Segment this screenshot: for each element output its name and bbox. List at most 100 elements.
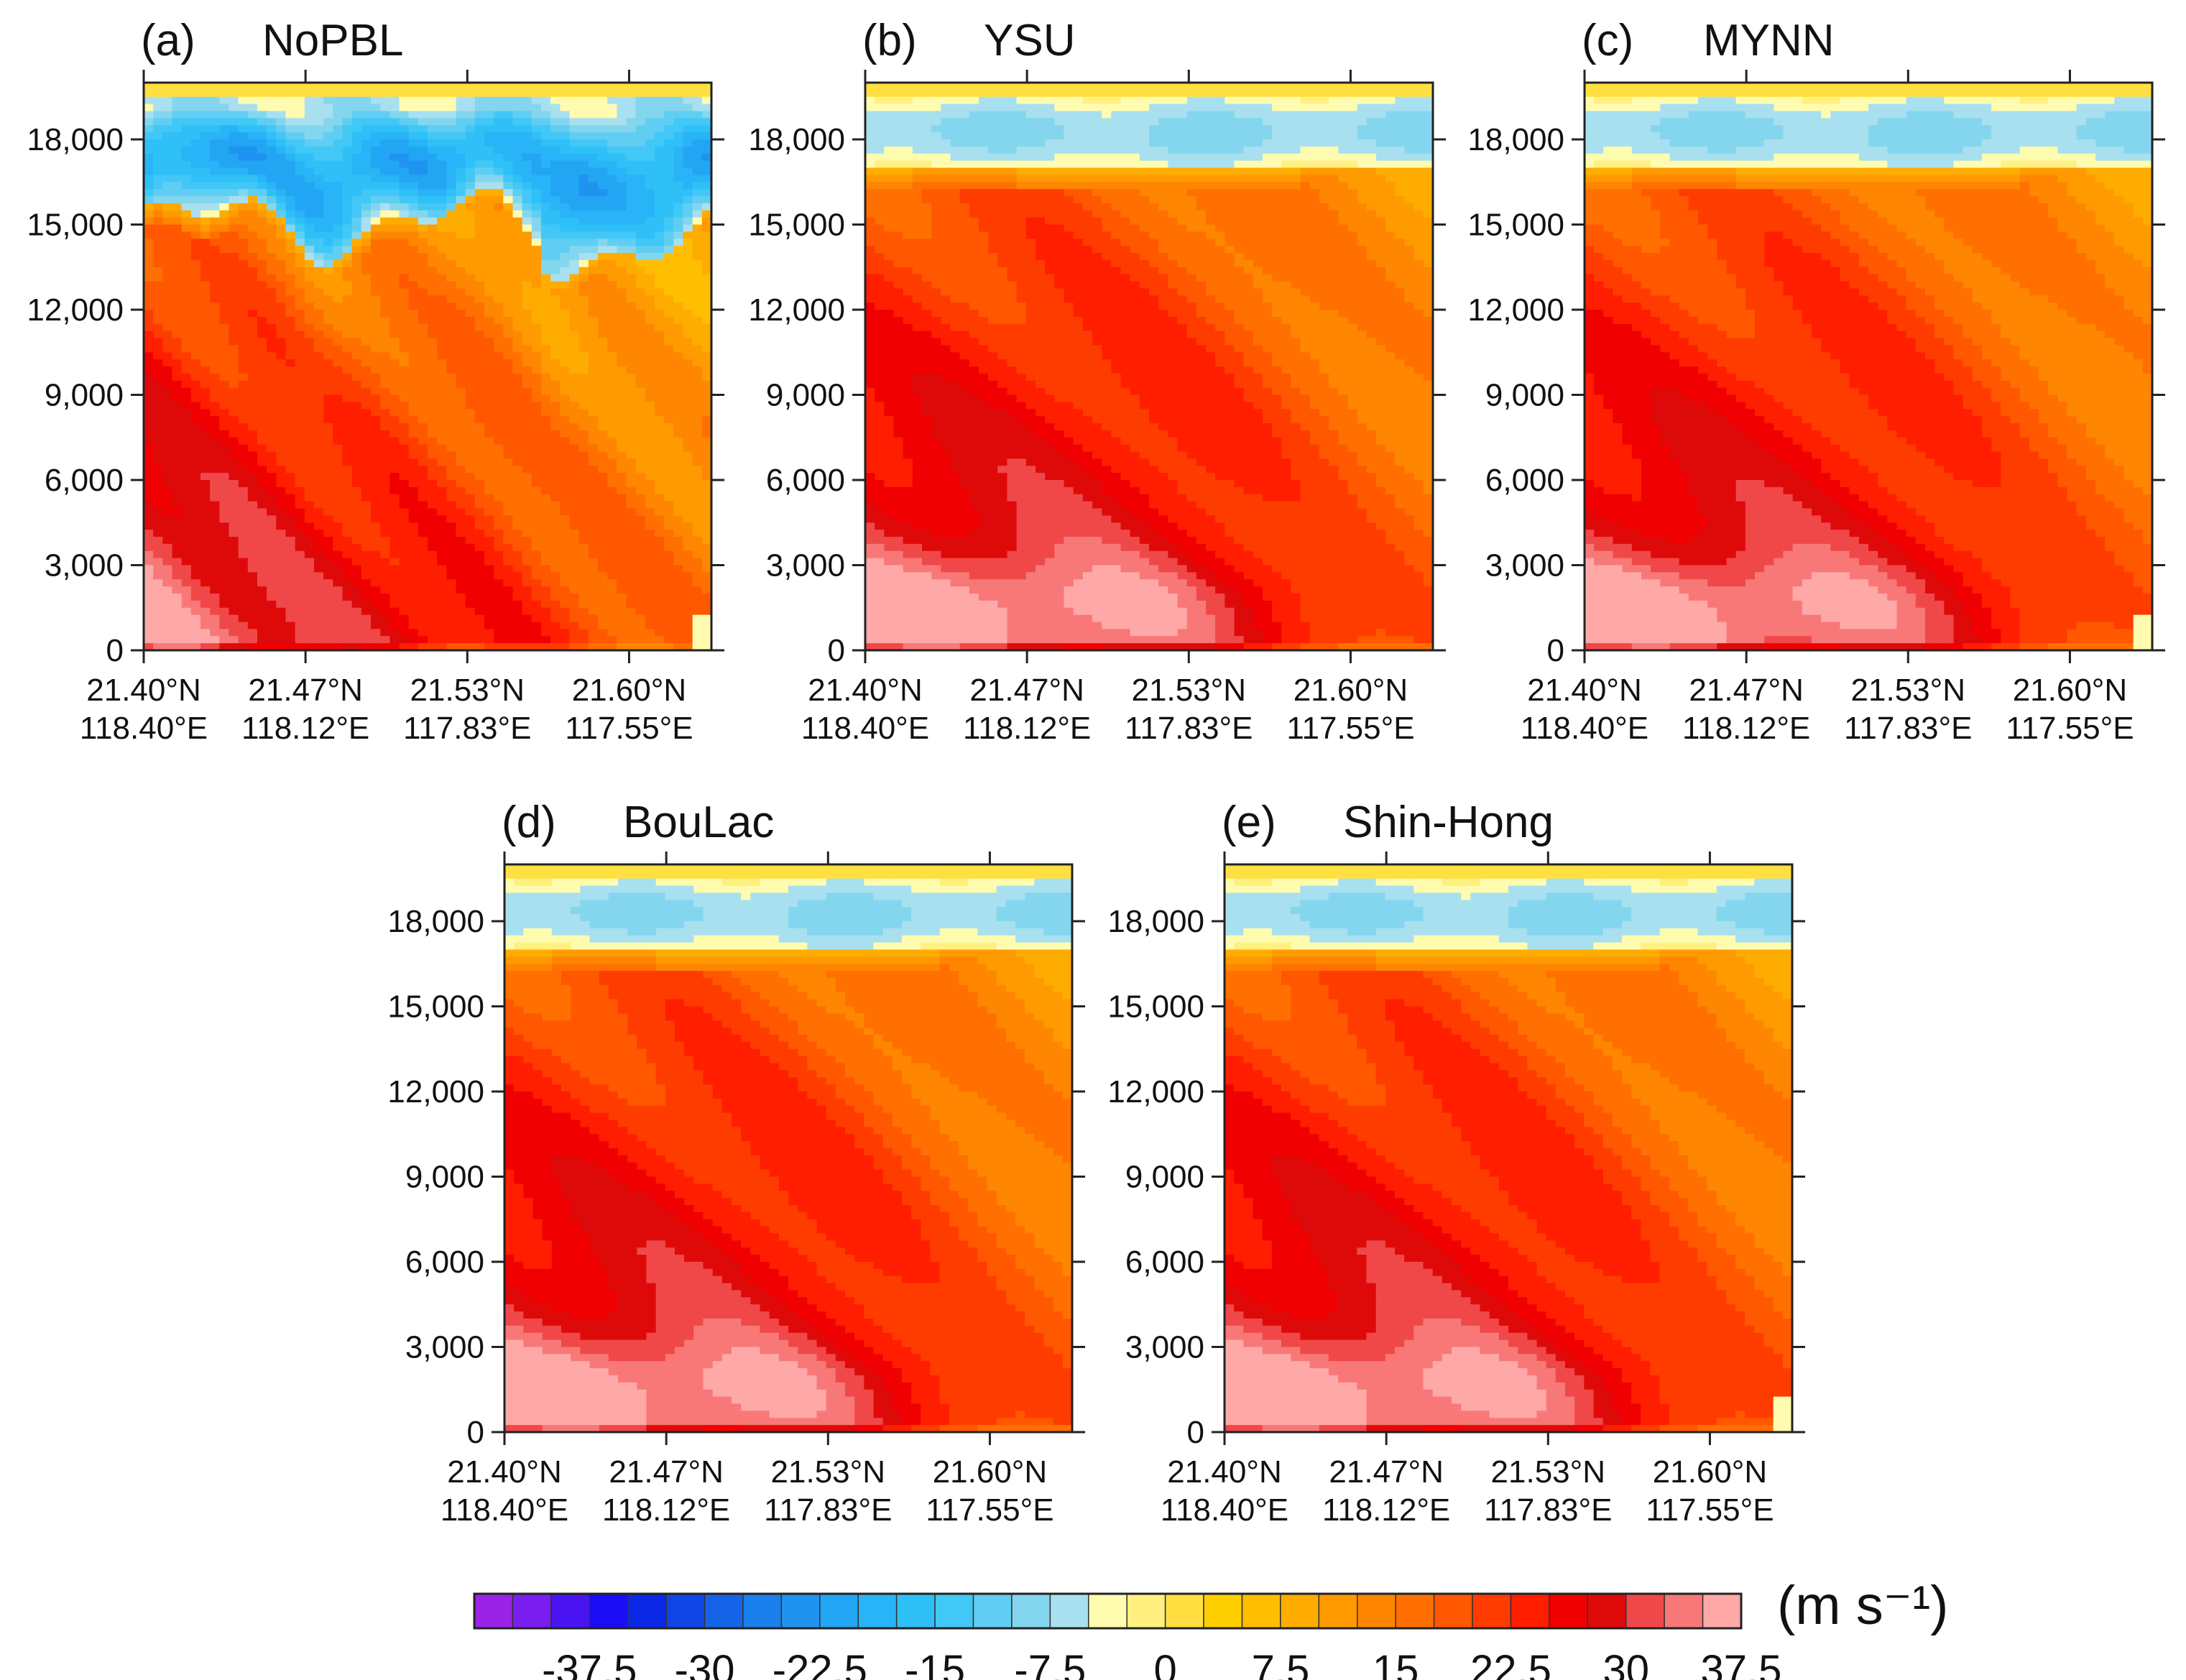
wind-cell bbox=[229, 565, 239, 573]
wind-cell bbox=[361, 196, 372, 204]
wind-cell bbox=[257, 402, 267, 410]
wind-cell bbox=[153, 331, 163, 339]
wind-cell bbox=[408, 572, 419, 580]
wind-cell bbox=[465, 629, 476, 637]
wind-cell bbox=[503, 253, 514, 261]
wind-cell bbox=[550, 118, 561, 126]
wind-cell bbox=[380, 394, 390, 402]
wind-cell bbox=[304, 189, 315, 197]
wind-cell bbox=[541, 486, 551, 495]
wind-cell bbox=[247, 132, 258, 140]
wind-cell bbox=[333, 89, 343, 98]
wind-cell bbox=[351, 366, 362, 374]
wind-cell bbox=[465, 103, 476, 112]
wind-cell bbox=[276, 473, 287, 481]
wind-cell bbox=[494, 118, 504, 126]
wind-cell bbox=[247, 153, 258, 162]
wind-cell bbox=[560, 224, 571, 232]
wind-cell bbox=[598, 430, 608, 438]
wind-cell bbox=[333, 259, 343, 268]
wind-cell bbox=[257, 118, 267, 126]
wind-cell bbox=[598, 139, 608, 147]
wind-cell bbox=[389, 338, 400, 346]
wind-cell bbox=[474, 89, 485, 98]
wind-cell bbox=[494, 352, 504, 360]
wind-cell bbox=[522, 458, 532, 466]
wind-cell bbox=[474, 210, 485, 218]
wind-cell bbox=[190, 83, 201, 91]
wind-cell bbox=[503, 146, 514, 154]
wind-cell bbox=[323, 196, 333, 204]
wind-cell bbox=[865, 125, 875, 133]
wind-cell bbox=[655, 224, 665, 232]
wind-cell bbox=[673, 146, 684, 154]
wind-cell bbox=[210, 565, 220, 573]
wind-cell bbox=[655, 316, 665, 325]
wind-cell bbox=[578, 224, 589, 232]
wind-cell bbox=[276, 295, 287, 303]
wind-cell bbox=[285, 501, 296, 509]
wind-cell bbox=[617, 629, 627, 637]
wind-cell bbox=[162, 83, 173, 91]
wind-cell bbox=[276, 409, 287, 417]
wind-cell bbox=[144, 323, 154, 332]
wind-cell bbox=[655, 96, 665, 105]
wind-cell bbox=[635, 210, 646, 218]
wind-cell bbox=[569, 246, 580, 254]
wind-cell bbox=[257, 196, 267, 204]
wind-cell bbox=[153, 579, 163, 587]
wind-cell bbox=[304, 522, 315, 530]
wind-cell bbox=[190, 345, 201, 353]
wind-cell bbox=[172, 132, 183, 140]
wind-cell bbox=[578, 572, 589, 580]
wind-cell bbox=[190, 89, 201, 98]
wind-cell bbox=[276, 466, 287, 474]
wind-cell bbox=[162, 387, 173, 396]
wind-cell bbox=[578, 139, 589, 147]
wind-cell bbox=[323, 338, 333, 346]
wind-cell bbox=[588, 338, 599, 346]
wind-cell bbox=[550, 643, 561, 650]
wind-cell bbox=[635, 359, 646, 367]
wind-cell bbox=[371, 458, 381, 466]
wind-cell bbox=[437, 394, 447, 402]
wind-cell bbox=[645, 451, 655, 459]
wind-cell bbox=[560, 239, 571, 246]
x-tick-lat: 21.47°N bbox=[248, 673, 362, 708]
wind-cell bbox=[484, 622, 494, 629]
wind-cell bbox=[692, 486, 703, 495]
wind-cell bbox=[484, 125, 494, 133]
wind-cell bbox=[399, 132, 410, 140]
wind-cell bbox=[351, 480, 362, 488]
wind-cell bbox=[285, 409, 296, 417]
wind-cell bbox=[598, 387, 608, 396]
wind-cell bbox=[484, 253, 494, 261]
wind-cell bbox=[200, 380, 211, 389]
wind-cell bbox=[531, 231, 542, 239]
wind-cell bbox=[247, 359, 258, 367]
wind-cell bbox=[144, 182, 154, 190]
wind-cell bbox=[257, 146, 267, 154]
wind-cell bbox=[664, 473, 674, 481]
wind-cell bbox=[465, 437, 476, 446]
wind-cell bbox=[295, 423, 305, 431]
wind-cell bbox=[342, 473, 353, 481]
wind-cell bbox=[560, 380, 571, 389]
wind-cell bbox=[285, 579, 296, 587]
wind-cell bbox=[692, 537, 703, 545]
wind-cell bbox=[351, 118, 362, 126]
wind-cell bbox=[875, 423, 885, 431]
wind-cell bbox=[484, 338, 494, 346]
wind-cell bbox=[865, 331, 875, 339]
wind-cell bbox=[465, 125, 476, 133]
wind-cell bbox=[683, 473, 693, 481]
wind-cell bbox=[238, 111, 249, 119]
wind-cell bbox=[503, 288, 514, 296]
wind-cell bbox=[389, 295, 400, 303]
wind-cell bbox=[645, 423, 655, 431]
wind-cell bbox=[598, 118, 608, 126]
wind-cell bbox=[285, 146, 296, 154]
wind-cell bbox=[181, 182, 192, 190]
wind-cell bbox=[456, 622, 466, 629]
wind-cell bbox=[229, 466, 239, 474]
